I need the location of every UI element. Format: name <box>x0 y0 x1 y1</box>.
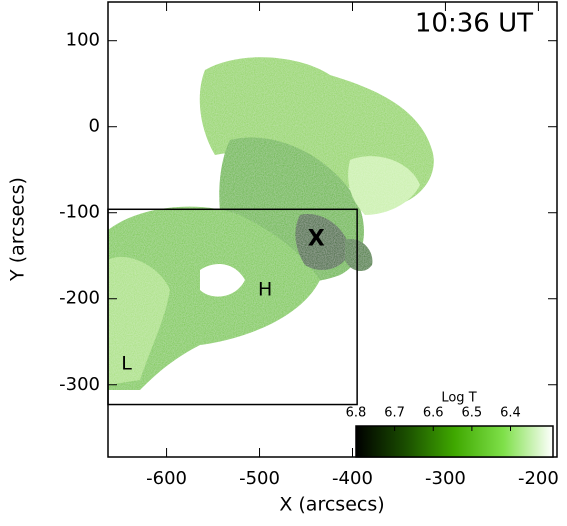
annotation: X <box>308 226 325 251</box>
x-axis-label: X (arcsecs) <box>279 494 384 516</box>
y-tick-label: 0 <box>89 116 100 137</box>
x-tick-label: -500 <box>239 468 280 489</box>
colorbar-tick-label: 6.4 <box>500 406 521 421</box>
colorbar-tick-label: 6.7 <box>384 406 405 421</box>
x-tick-label: -600 <box>146 468 187 489</box>
x-tick-label: -400 <box>332 468 373 489</box>
y-tick-label: -200 <box>59 288 100 309</box>
colorbar-tick-label: 6.6 <box>423 406 444 421</box>
emission-image <box>108 57 434 390</box>
x-tick-label: -200 <box>518 468 559 489</box>
y-tick-label: -300 <box>59 374 100 395</box>
region-box <box>107 208 358 406</box>
x-tick-label: -300 <box>425 468 466 489</box>
annotation: H <box>258 279 272 301</box>
annotation: L <box>121 353 132 375</box>
y-axis-label: Y (arcsecs) <box>7 177 29 282</box>
colorbar-tick-label: 6.5 <box>462 406 483 421</box>
colorbar-label: Log T <box>441 391 476 406</box>
colorbar-tick-label: 6.8 <box>346 406 367 421</box>
chart-title: 10:36 UT <box>415 9 533 39</box>
colorbar <box>355 425 554 458</box>
y-tick-label: 100 <box>66 30 100 51</box>
y-tick-label: -100 <box>59 202 100 223</box>
